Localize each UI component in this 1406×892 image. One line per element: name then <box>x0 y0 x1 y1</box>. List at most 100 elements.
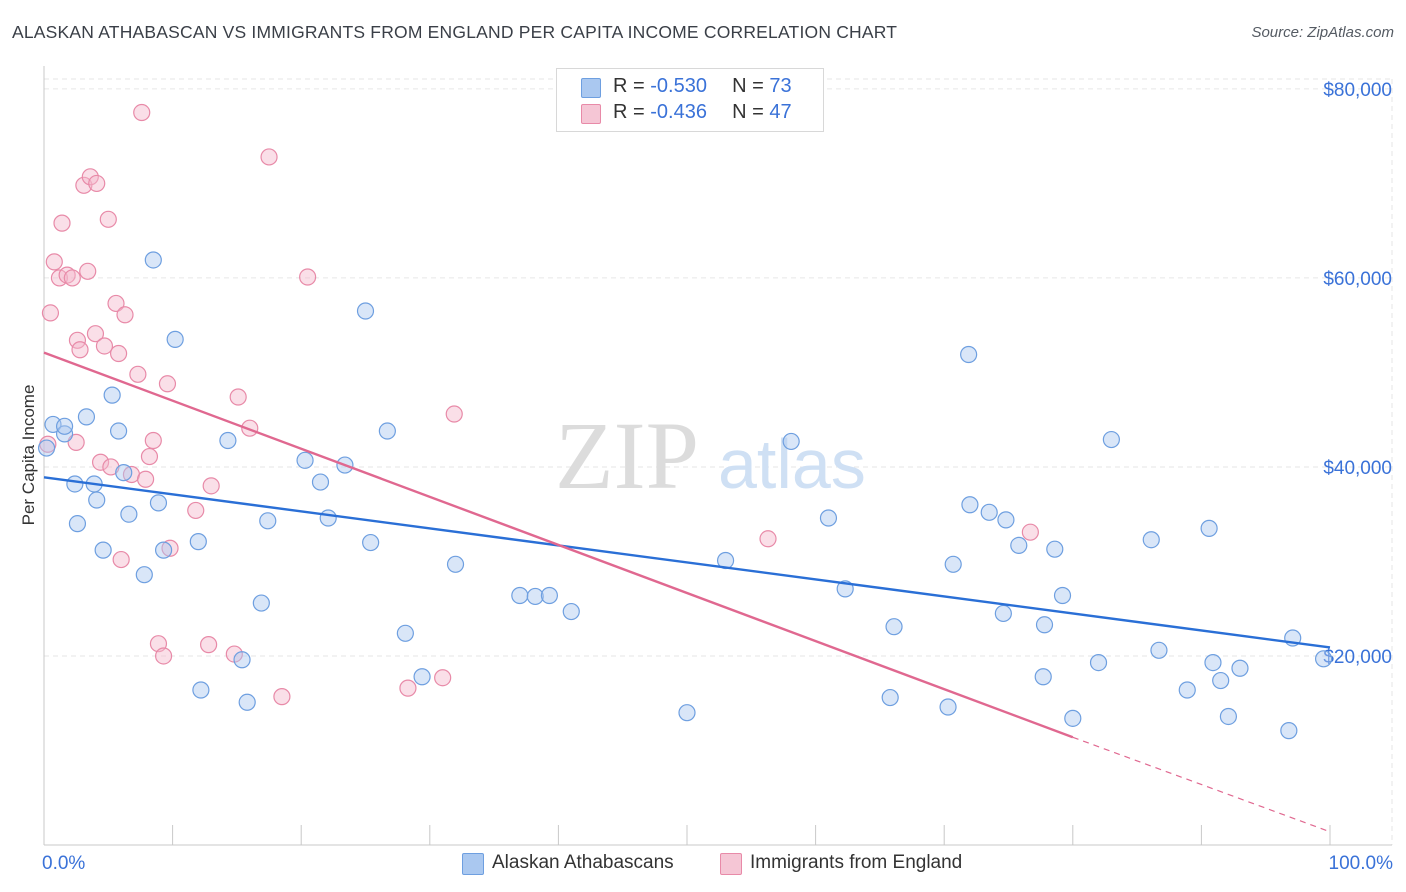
england-point <box>88 174 106 193</box>
england-trend-extension <box>1072 736 1331 833</box>
grid-lines <box>44 78 1393 845</box>
athabascan-point <box>37 439 56 457</box>
england-point <box>445 405 463 423</box>
athabascan-point <box>68 515 87 533</box>
athabascan-point <box>1231 659 1249 677</box>
athabascan-point <box>1178 681 1196 699</box>
athabascan-point <box>885 618 903 636</box>
england-trend-line <box>43 351 1074 739</box>
england-point <box>140 447 159 466</box>
series-immigrants-from-england <box>39 103 1039 706</box>
england-point <box>45 253 63 271</box>
athabascan-point <box>296 451 314 469</box>
athabascan-point <box>1280 722 1298 740</box>
england-point <box>99 210 117 228</box>
y-tick-labels: $20,000 $40,000 $60,000 $80,000 <box>1323 80 1392 668</box>
england-point <box>109 344 128 363</box>
england-point <box>75 176 93 194</box>
athabascan-point <box>103 386 121 404</box>
england-point <box>136 470 155 488</box>
trend-lines <box>43 351 1331 833</box>
england-point <box>58 266 76 284</box>
england-point <box>67 433 85 451</box>
x-tick-labels: 0.0% 100.0% <box>42 853 1393 874</box>
england-point <box>107 294 125 313</box>
england-point <box>79 262 97 280</box>
legend-n-label-2: N = <box>732 101 770 123</box>
athabascan-point <box>120 505 138 523</box>
england-point <box>86 325 105 343</box>
athabascan-point <box>55 417 74 435</box>
england-point <box>112 550 130 569</box>
athabascan-point <box>1200 519 1218 537</box>
england-point <box>91 453 110 471</box>
athabascan-point <box>1089 653 1108 672</box>
athabascan-point <box>77 408 96 426</box>
legend-r-label-2: R = <box>613 101 651 123</box>
legend-n-value-1: 73 <box>769 75 792 97</box>
x-tick-label-end: 100.0% <box>1329 853 1394 874</box>
athabascan-point <box>94 541 112 559</box>
athabascan-point <box>997 511 1015 529</box>
athabascan-point <box>1010 536 1028 554</box>
bottom-legend-label-1: Alaskan Athabascans <box>492 852 674 873</box>
england-point <box>116 306 134 324</box>
athabascan-point <box>189 533 207 551</box>
athabascan-point <box>446 555 465 573</box>
athabascan-point <box>782 432 800 451</box>
legend-r-label-1: R = <box>613 75 651 97</box>
athabascan-point <box>135 566 153 584</box>
blue-legend-swatch <box>462 853 484 875</box>
england-point <box>133 103 151 122</box>
england-point <box>95 337 114 355</box>
bottom-legend-label-2: Immigrants from England <box>750 852 963 873</box>
athabascan-point <box>149 494 168 512</box>
athabascan-point <box>252 594 270 612</box>
athabascan-point <box>238 693 256 711</box>
athabascan-point <box>1314 650 1333 668</box>
athabascan-point <box>362 533 380 552</box>
athabascan-trend-line <box>43 476 1331 649</box>
england-point <box>187 501 205 520</box>
england-point <box>144 431 162 450</box>
athabascan-point <box>939 698 957 716</box>
athabascan-point <box>1219 707 1238 726</box>
athabascan-point <box>819 509 838 527</box>
england-point <box>1021 523 1039 541</box>
athabascan-point <box>1035 616 1054 634</box>
athabascan-point <box>233 651 251 669</box>
england-point <box>158 375 177 393</box>
watermark-atlas: atlas <box>718 425 866 503</box>
england-point <box>53 214 71 232</box>
y-tick-label: $20,000 <box>1323 647 1392 668</box>
athabascan-point <box>259 512 277 530</box>
athabascan-point <box>540 586 558 605</box>
england-point <box>229 388 247 406</box>
athabascan-point <box>109 422 128 440</box>
athabascan-point <box>961 496 979 514</box>
axes <box>43 66 1392 846</box>
chart-title: ALASKAN ATHABASCAN VS IMMIGRANTS FROM EN… <box>12 22 898 42</box>
athabascan-point <box>88 491 106 509</box>
pink-legend-swatch <box>720 853 742 875</box>
legend-r-value-1: -0.530 <box>650 75 707 97</box>
correlation-legend: R = -0.530 N = 73 R = -0.436 N = 47 <box>556 68 824 132</box>
athabascan-point <box>356 302 375 320</box>
athabascan-point <box>944 555 962 573</box>
england-point <box>273 688 291 706</box>
england-point <box>759 530 777 548</box>
y-axis-label: Per Capita Income <box>19 385 38 526</box>
england-point <box>260 148 278 166</box>
athabascan-point <box>1064 709 1082 727</box>
athabascan-point <box>1034 668 1052 686</box>
england-point <box>154 647 173 665</box>
y-tick-label: $40,000 <box>1323 458 1392 479</box>
athabascan-point <box>960 345 978 364</box>
series-alaskan-athabascans <box>37 251 1333 740</box>
athabascan-point <box>678 704 696 722</box>
athabascan-point <box>115 464 133 482</box>
england-point <box>202 477 220 495</box>
x-tick-label-start: 0.0% <box>42 853 85 874</box>
athabascan-point <box>1204 653 1222 672</box>
